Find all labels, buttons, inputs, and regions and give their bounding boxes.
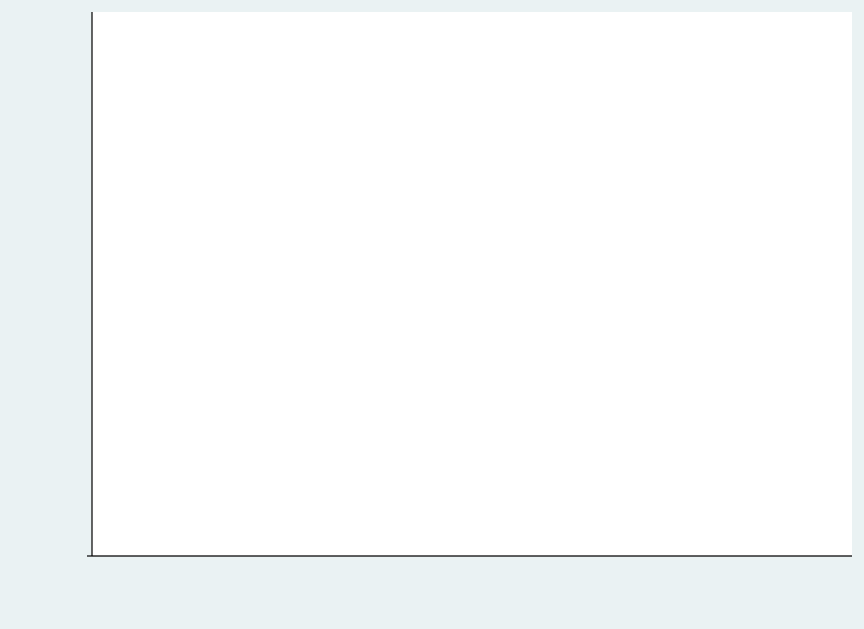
bar-chart: [0, 0, 864, 629]
chart-container: [0, 0, 864, 629]
plot-background: [92, 12, 852, 556]
